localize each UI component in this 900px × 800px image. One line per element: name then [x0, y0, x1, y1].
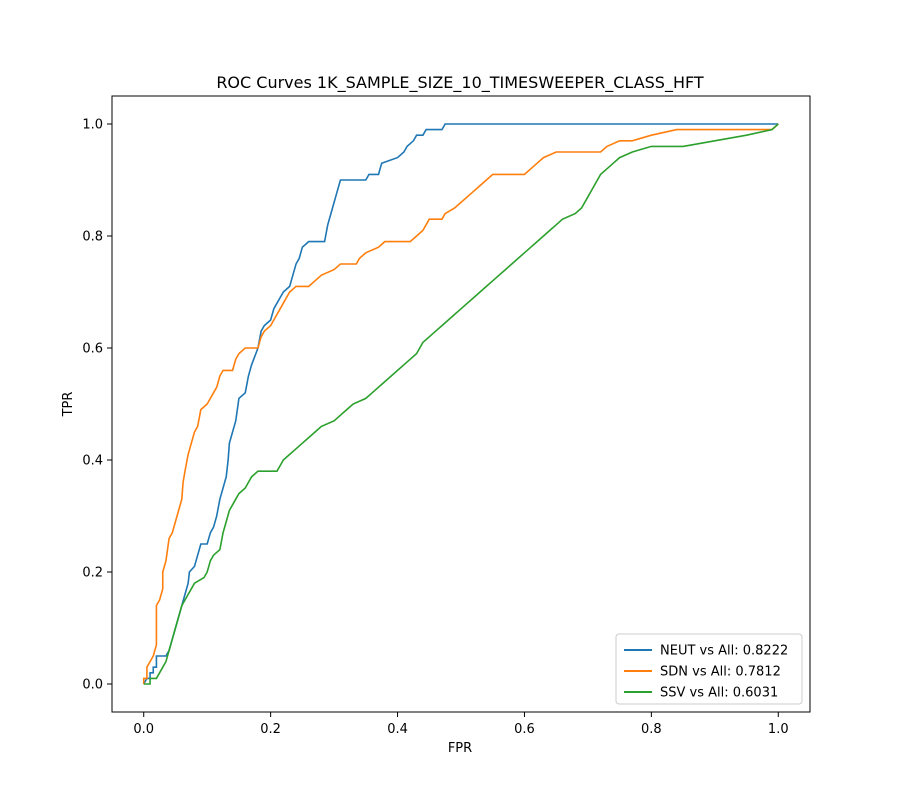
legend-box	[615, 633, 803, 705]
axes-frame	[111, 95, 811, 713]
series-line-2	[143, 123, 779, 685]
y-tick-label-2: 0.4	[82, 454, 103, 469]
y-tick-label-3: 0.6	[82, 342, 103, 357]
plot-area	[142, 123, 779, 685]
legend-entry-1: SDN vs All: 0.7812	[660, 665, 781, 680]
x-tick-label-3: 0.6	[514, 722, 535, 737]
x-tick-label-4: 0.8	[641, 722, 662, 737]
x-axis-label: FPR	[448, 741, 472, 756]
y-tick-label-0: 0.0	[82, 678, 103, 693]
legend: NEUT vs All: 0.8222 SDN vs All: 0.7812 SSV…	[615, 633, 803, 705]
x-tick-label-5: 1.0	[768, 722, 789, 737]
series-line-1	[142, 123, 779, 684]
y-tick-label-1: 0.2	[82, 566, 103, 581]
y-axis-label: TPR	[61, 392, 76, 418]
x-tick-label-2: 0.4	[387, 722, 408, 737]
x-tick-label-0: 0.0	[133, 722, 154, 737]
y-tick-label-4: 0.8	[82, 230, 103, 245]
legend-entry-0: NEUT vs All: 0.8222	[660, 644, 788, 659]
chart-title: ROC Curves 1K_SAMPLE_SIZE_10_TIMESWEEPER…	[216, 73, 704, 93]
x-tick-label-1: 0.2	[260, 722, 281, 737]
legend-entry-2: SSV vs All: 0.6031	[660, 686, 778, 701]
axes: 0.0 0.2 0.4 0.6 0.8 1.0 0.0 0.2 0.4 0.6 0.8 1.0	[82, 95, 811, 737]
y-tick-label-5: 1.0	[82, 118, 103, 133]
